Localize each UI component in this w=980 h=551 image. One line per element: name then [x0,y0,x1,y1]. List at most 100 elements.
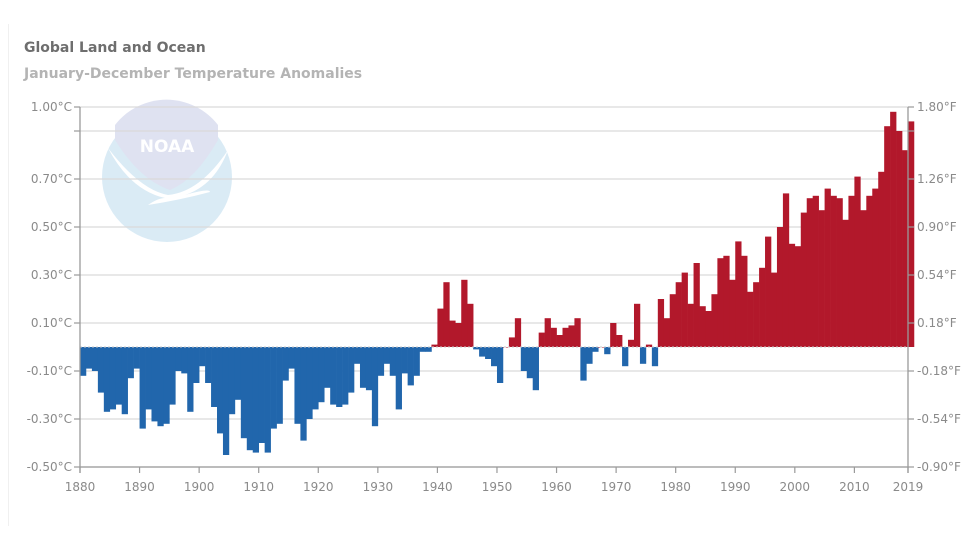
bar-1982 [687,303,694,347]
bar-1888 [127,347,134,379]
x-tick-label: 1950 [482,480,513,494]
bar-1918 [306,347,313,419]
bar-1883 [97,347,105,393]
bar-1885 [109,347,117,410]
bar-2015 [884,126,891,347]
bar-1942 [449,320,456,347]
bar-2000 [794,246,802,347]
bar-1950 [496,347,504,383]
noaa-logo-text: NOAA [140,137,195,157]
bar-1931 [383,347,391,364]
bar-1924 [342,347,349,405]
x-tick-label: 1900 [184,480,215,494]
bar-1964 [580,347,587,381]
bar-1889 [133,347,140,369]
bar-1894 [163,347,170,424]
bar-2003 [812,195,819,347]
bar-1930 [377,347,385,376]
x-tick-label: 1990 [720,480,751,494]
bar-1901 [205,347,212,383]
bar-1980 [675,282,682,347]
bar-1981 [681,272,688,347]
bar-1963 [574,318,581,347]
right-tick-label: 1.26°F [917,172,957,186]
bar-1884 [103,347,111,412]
bar-1934 [401,347,408,374]
bar-1992 [747,291,754,347]
bar-1912 [270,347,277,429]
x-axis-labels: 1880 1890 1900 1910 1920 1930 1940 1950 1960 1970… [65,467,923,494]
bar-1994 [759,267,766,347]
right-tick-label: 0.18°F [917,316,957,330]
x-tick-label: 2010 [839,480,870,494]
bar-1929 [371,347,379,427]
bar-1955 [526,347,534,379]
bar-2012 [866,195,873,347]
noaa-logo-icon: NOAA [102,99,232,242]
bar-1928 [365,347,373,391]
bar-1922 [330,347,337,405]
x-tick-label: 1980 [660,480,691,494]
bar-1961 [562,327,569,347]
bar-1902 [211,347,218,407]
bar-1972 [628,339,635,347]
bar-1989 [729,279,736,347]
bar-1993 [753,282,760,347]
right-tick-label: 0.90°F [917,220,957,234]
bar-1895 [169,347,176,405]
bar-1926 [354,347,361,364]
bar-1881 [85,347,93,369]
bar-1948 [485,347,492,359]
bar-1995 [765,236,772,347]
bar-1933 [395,347,402,410]
bar-1998 [782,193,790,347]
bar-2006 [830,195,837,347]
right-tick-label: -0.54°F [917,412,961,426]
bar-1943 [455,323,462,347]
bar-1954 [520,347,528,371]
left-tick-label: 0.50°C [31,220,72,234]
right-axis-labels: 1.80°F 1.26°F 0.90°F 0.54°F 0.18°F -0.18°F -0.… [908,100,961,474]
bar-1936 [413,347,420,376]
right-tick-label: -0.18°F [917,364,961,378]
bar-1927 [359,347,367,388]
bar-1984 [699,306,706,347]
bar-1949 [491,347,498,367]
bar-1966 [592,347,599,352]
bar-1944 [461,279,468,347]
bar-2008 [842,219,849,347]
bar-1976 [651,347,659,367]
left-tick-label: -0.50°C [27,460,72,474]
bar-1910 [258,347,265,443]
x-tick-label: 1890 [124,480,155,494]
bar-2005 [824,188,831,347]
x-tick-label: 2000 [780,480,811,494]
bar-1975 [645,344,653,347]
bar-1956 [532,347,539,391]
left-tick-label: -0.30°C [27,412,72,426]
bar-1977 [657,299,665,347]
bar-1941 [443,282,450,347]
bar-2001 [800,212,808,347]
bar-1890 [139,347,146,429]
x-tick-label: 1970 [601,480,632,494]
bar-2010 [854,176,861,347]
bar-1971 [622,347,629,367]
left-tick-label: 1.00°C [31,100,72,114]
bar-1938 [425,347,432,352]
bar-1959 [550,327,557,347]
bar-1974 [639,347,647,364]
right-tick-label: 1.80°F [917,100,957,114]
bar-1935 [407,347,414,386]
bar-1909 [252,347,260,453]
bar-1952 [508,337,516,347]
bar-1903 [217,347,224,434]
bar-1991 [741,255,748,347]
bar-1921 [324,347,331,388]
x-tick-label: 1930 [363,480,394,494]
bar-1925 [348,347,355,393]
bar-2002 [806,198,813,347]
chart-subtitle: January-December Temperature Anomalies [24,66,363,82]
left-axis-labels: 1.00°C 0.70°C 0.50°C 0.30°C 0.10°C -0.10°C -0.… [27,100,80,474]
